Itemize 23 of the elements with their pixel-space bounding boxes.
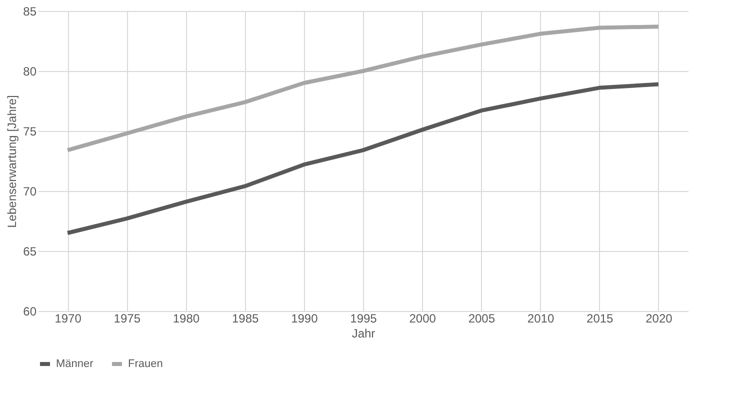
x-tick-label: 2005	[468, 312, 496, 326]
legend-label: Frauen	[128, 358, 163, 370]
x-tick-label: 2000	[409, 312, 436, 326]
y-tick-label: 85	[23, 4, 37, 18]
line-series	[66, 82, 660, 235]
x-tick-label: 2010	[527, 312, 554, 326]
x-tick-label: 2015	[586, 312, 614, 326]
x-tick-label: 1975	[114, 312, 141, 326]
legend-label: Männer	[56, 358, 94, 370]
x-tick-label: 1995	[350, 312, 378, 326]
x-tick-label: 1985	[232, 312, 259, 326]
x-tick-label: 1980	[172, 312, 200, 326]
y-tick-label: 80	[23, 64, 37, 78]
line-series	[66, 24, 660, 152]
y-tick-label: 75	[23, 124, 37, 138]
x-tick-label: 1990	[291, 312, 318, 326]
y-tick-label: 65	[23, 244, 37, 258]
x-tick-label: 2020	[646, 312, 673, 326]
x-tick-label: 1970	[54, 312, 82, 326]
y-axis-title: Lebenserwartung [Jahre]	[5, 95, 20, 228]
y-tick-label: 70	[23, 184, 37, 198]
x-axis-title: Jahr	[352, 326, 376, 340]
y-tick-label: 60	[23, 304, 37, 318]
